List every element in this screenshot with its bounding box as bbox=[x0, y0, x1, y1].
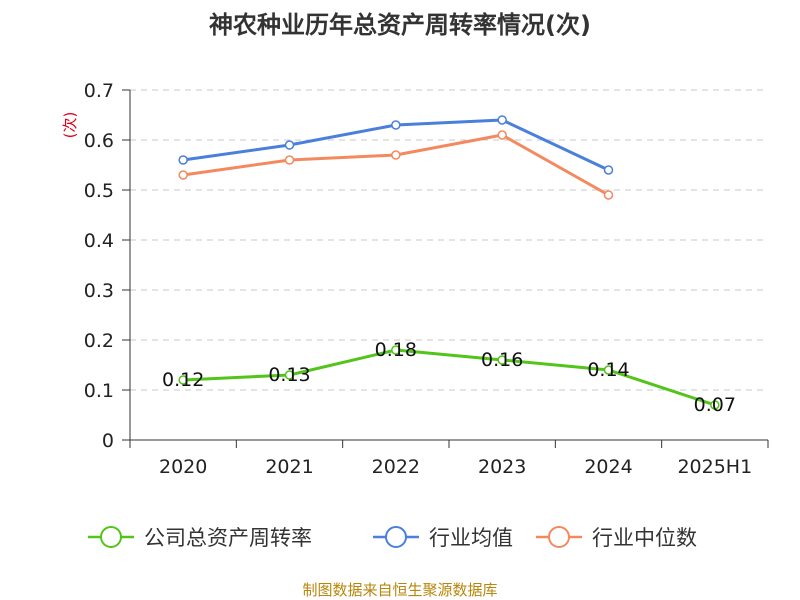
data-point bbox=[497, 130, 507, 140]
data-label: 0.14 bbox=[587, 359, 629, 381]
y-axis-label: (次) bbox=[61, 112, 79, 139]
x-tick-label: 2022 bbox=[372, 456, 420, 478]
legend-item[interactable]: 公司总资产周转率 bbox=[88, 526, 312, 550]
legend-marker bbox=[385, 526, 407, 548]
data-point bbox=[391, 120, 401, 130]
data-point bbox=[284, 155, 295, 165]
y-tick-label: 0.2 bbox=[84, 330, 114, 352]
legend-marker bbox=[548, 526, 570, 548]
data-point bbox=[178, 155, 188, 165]
legend-marker bbox=[100, 526, 122, 548]
data-label: 0.18 bbox=[375, 339, 417, 361]
data-point bbox=[710, 400, 720, 410]
data-point bbox=[178, 170, 188, 180]
data-point bbox=[391, 150, 401, 160]
x-tick-label: 2023 bbox=[478, 456, 526, 478]
legend-label: 行业均值 bbox=[429, 526, 513, 550]
series-line bbox=[182, 133, 610, 197]
data-label: 0.13 bbox=[268, 364, 310, 386]
axes: 0 0.1 0.2 0.3 0.4 0.5 0.6 0.7 2020 2021 2022 2023 20… bbox=[84, 80, 769, 478]
gridlines bbox=[130, 89, 768, 391]
legend-label: 行业中位数 bbox=[592, 526, 697, 550]
series-line bbox=[183, 348, 716, 407]
series-layer: 0.12 0.13 0.18 0.16 0.14 0.07 bbox=[162, 115, 736, 416]
y-tick-label: 0.5 bbox=[84, 180, 114, 202]
x-tick-label: 2025H1 bbox=[677, 456, 752, 478]
y-tick-label: 0 bbox=[102, 430, 114, 452]
data-point bbox=[497, 115, 507, 125]
data-point bbox=[284, 370, 295, 380]
y-tick-label: 0.4 bbox=[84, 230, 114, 252]
data-point bbox=[603, 190, 614, 200]
legend: 公司总资产周转率 行业均值 行业中位数 bbox=[88, 526, 697, 550]
y-tick-label: 0.1 bbox=[84, 380, 114, 402]
x-tick-label: 2021 bbox=[265, 456, 313, 478]
legend-item[interactable]: 行业中位数 bbox=[536, 526, 697, 550]
y-tick-label: 0.7 bbox=[84, 80, 114, 102]
data-label: 0.07 bbox=[694, 394, 736, 416]
data-label: 0.12 bbox=[162, 369, 204, 391]
data-point bbox=[603, 365, 614, 375]
data-point bbox=[178, 375, 188, 385]
source-footer: 制图数据来自恒生聚源数据库 bbox=[302, 581, 497, 599]
x-tick-label: 2024 bbox=[584, 456, 632, 478]
legend-label: 公司总资产周转率 bbox=[144, 526, 312, 550]
x-tick-label: 2020 bbox=[159, 456, 207, 478]
data-point bbox=[284, 140, 295, 150]
data-point bbox=[603, 165, 614, 175]
y-tick-label: 0.6 bbox=[84, 130, 114, 152]
legend-item[interactable]: 行业均值 bbox=[373, 526, 513, 550]
data-point bbox=[391, 345, 401, 355]
data-label: 0.16 bbox=[481, 349, 523, 371]
data-point bbox=[497, 355, 507, 365]
chart-title: 神农种业历年总资产周转率情况(次) bbox=[209, 11, 591, 39]
y-tick-label: 0.3 bbox=[84, 280, 114, 302]
